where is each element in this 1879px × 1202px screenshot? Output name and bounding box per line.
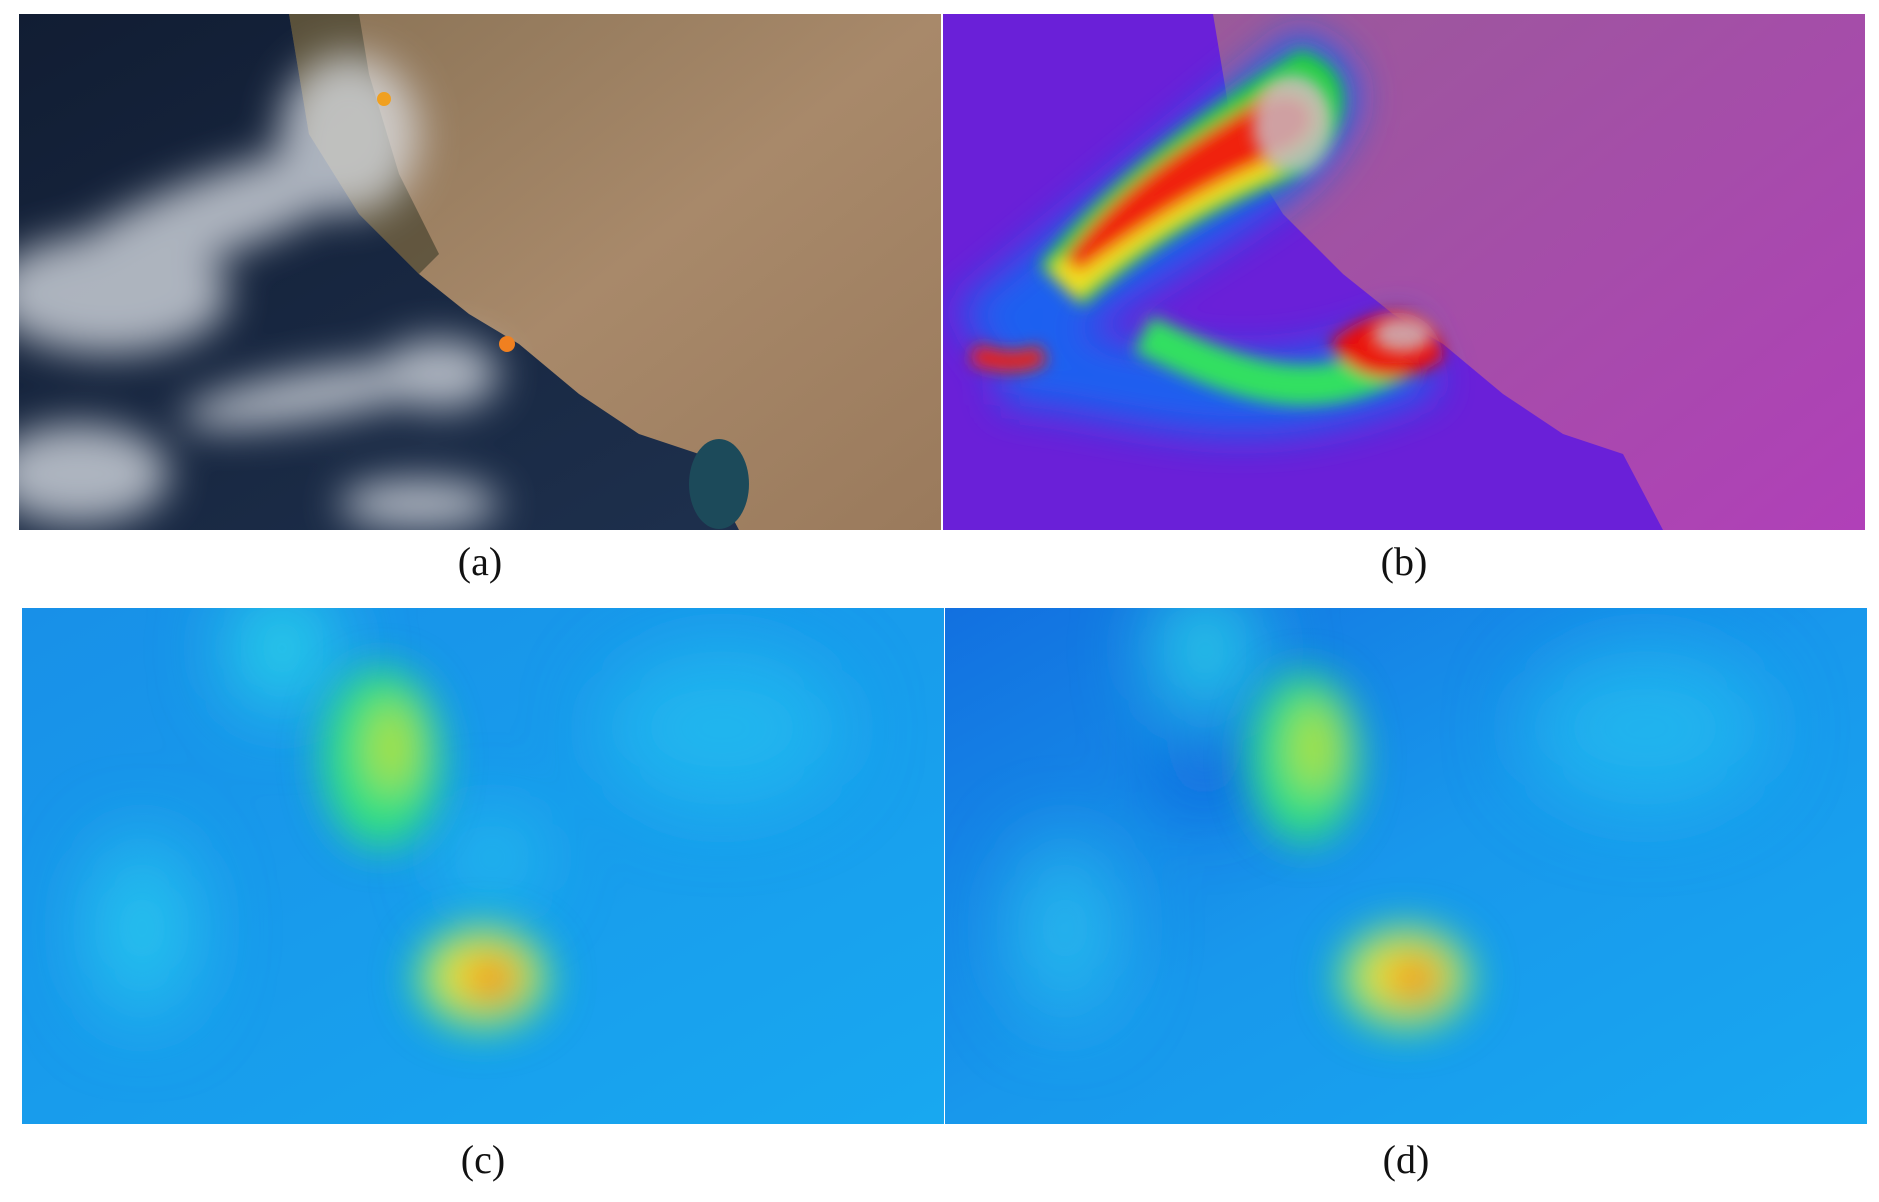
panel-a-image — [19, 14, 941, 530]
panel-label: (c) — [461, 1137, 505, 1182]
panel-d-image — [945, 608, 1867, 1124]
panel-label: (b) — [1381, 539, 1428, 584]
panel-b-image — [943, 14, 1865, 530]
panel-c-image — [22, 608, 944, 1124]
panel-label: (d) — [1383, 1137, 1430, 1182]
panel-label: (a) — [458, 539, 502, 584]
